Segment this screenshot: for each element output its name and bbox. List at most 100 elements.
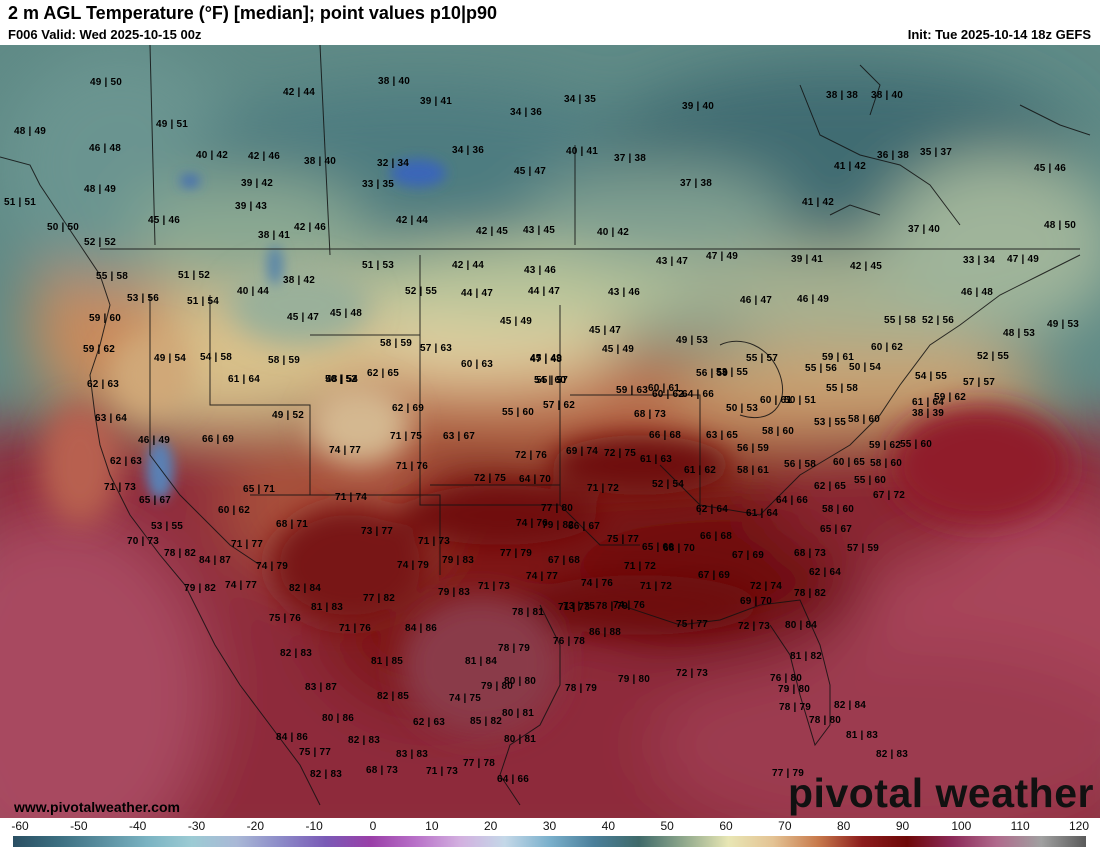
point-value-label: 55 | 57 bbox=[746, 353, 779, 364]
point-value-label: 38 | 41 bbox=[258, 230, 291, 241]
point-value-label: 54 | 55 bbox=[915, 371, 948, 382]
point-value-label: 45 | 49 bbox=[602, 344, 635, 355]
point-value-label: 77 | 80 bbox=[541, 503, 574, 514]
point-value-label: 58 | 60 bbox=[822, 504, 855, 515]
point-value-label: 71 | 73 bbox=[478, 581, 511, 592]
point-value-label: 50 | 52 bbox=[325, 374, 358, 385]
point-value-label: 75 | 77 bbox=[607, 534, 640, 545]
point-value-label: 79 | 83 bbox=[442, 555, 475, 566]
point-value-label: 79 | 82 bbox=[184, 583, 217, 594]
point-value-label: 45 | 47 bbox=[514, 166, 547, 177]
point-value-label: 38 | 40 bbox=[304, 156, 337, 167]
point-value-label: 82 | 83 bbox=[280, 648, 313, 659]
point-value-label: 71 | 73 bbox=[104, 482, 137, 493]
point-value-label: 50 | 53 bbox=[726, 403, 759, 414]
map-title: 2 m AGL Temperature (°F) [median]; point… bbox=[8, 3, 497, 23]
point-value-label: 75 | 77 bbox=[676, 619, 709, 630]
color-scale-tick: -20 bbox=[246, 819, 264, 833]
point-value-label: 60 | 62 bbox=[652, 389, 685, 400]
point-value-label: 72 | 75 bbox=[474, 473, 507, 484]
point-value-label: 60 | 63 bbox=[461, 359, 494, 370]
point-value-label: 49 | 52 bbox=[272, 410, 305, 421]
point-value-label: 71 | 77 bbox=[231, 539, 264, 550]
point-value-label: 77 | 79 bbox=[500, 548, 533, 559]
point-value-label: 84 | 87 bbox=[199, 555, 232, 566]
point-value-label: 36 | 38 bbox=[877, 150, 910, 161]
point-value-label: 44 | 47 bbox=[528, 286, 561, 297]
point-value-label: 50 | 51 bbox=[784, 395, 817, 406]
point-value-label: 74 | 76 bbox=[613, 600, 646, 611]
point-value-label: 40 | 42 bbox=[597, 227, 630, 238]
point-value-label: 77 | 79 bbox=[772, 768, 805, 779]
valid-time: F006 Valid: Wed 2025-10-15 00z bbox=[8, 27, 202, 42]
point-value-label: 61 | 64 bbox=[746, 508, 779, 519]
point-value-label: 48 | 49 bbox=[84, 184, 117, 195]
point-value-label: 65 | 66 bbox=[642, 542, 675, 553]
point-value-label: 39 | 42 bbox=[241, 178, 274, 189]
point-value-label: 48 | 53 bbox=[1003, 328, 1036, 339]
point-value-label: 82 | 83 bbox=[310, 769, 343, 780]
point-value-label: 60 | 61 bbox=[648, 383, 681, 394]
point-value-label: 68 | 73 bbox=[366, 765, 399, 776]
point-value-label: 77 | 78 bbox=[463, 758, 496, 769]
point-value-label: 71 | 72 bbox=[624, 561, 657, 572]
point-value-label: 57 | 57 bbox=[963, 377, 996, 388]
point-value-label: 78 | 79 bbox=[596, 601, 629, 612]
point-value-label: 45 | 46 bbox=[148, 215, 181, 226]
point-value-label: 49 | 54 bbox=[154, 353, 187, 364]
point-value-label: 61 | 64 bbox=[228, 374, 261, 385]
point-value-label: 42 | 46 bbox=[294, 222, 327, 233]
point-value-label: 74 | 77 bbox=[526, 571, 559, 582]
point-value-label: 42 | 45 bbox=[476, 226, 509, 237]
point-value-label: 78 | 79 bbox=[498, 643, 531, 654]
point-value-label: 66 | 69 bbox=[202, 434, 235, 445]
point-value-label: 68 | 73 bbox=[794, 548, 827, 559]
temperature-map[interactable]: 49 | 50 42 | 44 38 | 40 39 | 41 34 | 35 34 | … bbox=[0, 45, 1100, 818]
point-value-label: 55 | 58 bbox=[826, 383, 859, 394]
point-value-label: 67 | 68 bbox=[548, 555, 581, 566]
point-value-label: 51 | 51 bbox=[4, 197, 37, 208]
point-value-label: 55 | 57 bbox=[536, 375, 569, 386]
point-value-label: 81 | 82 bbox=[790, 651, 823, 662]
point-value-label: 57 | 63 bbox=[420, 343, 453, 354]
point-value-label: 78 | 82 bbox=[164, 548, 197, 559]
point-value-label: 49 | 53 bbox=[676, 335, 709, 346]
point-value-label: 42 | 45 bbox=[850, 261, 883, 272]
point-value-label: 45 | 49 bbox=[500, 316, 533, 327]
point-value-label: 53 | 55 bbox=[151, 521, 184, 532]
point-value-label: 34 | 36 bbox=[510, 107, 543, 118]
point-value-label: 82 | 84 bbox=[289, 583, 322, 594]
point-value-label: 84 | 86 bbox=[276, 732, 309, 743]
point-value-label: 81 | 84 bbox=[465, 656, 498, 667]
point-value-label: 62 | 63 bbox=[87, 379, 120, 390]
point-value-label: 80 | 81 bbox=[504, 734, 537, 745]
color-scale-labels: -60 -50 -40 -30 -20 -10 0 10 20 30 40 50 60 70 80 90 100… bbox=[0, 819, 1100, 834]
point-value-label: 84 | 86 bbox=[405, 623, 438, 634]
point-value-label: 74 | 79 bbox=[256, 561, 289, 572]
point-value-label: 85 | 82 bbox=[470, 716, 503, 727]
point-value-label: 81 | 83 bbox=[846, 730, 879, 741]
point-value-label: 45 | 47 bbox=[589, 325, 622, 336]
point-value-label: 74 | 75 bbox=[449, 693, 482, 704]
point-value-label: 48 | 49 bbox=[14, 126, 47, 137]
point-value-label: 72 | 76 bbox=[515, 450, 548, 461]
point-value-label: 48 | 50 bbox=[1044, 220, 1077, 231]
point-value-label: 55 | 56 bbox=[805, 363, 838, 374]
point-value-label: 48 | 54 bbox=[326, 374, 359, 385]
point-value-label: 81 | 85 bbox=[371, 656, 404, 667]
point-value-label: 55 | 58 bbox=[96, 271, 129, 282]
color-scale-tick: -30 bbox=[187, 819, 206, 833]
point-value-label: 59 | 61 bbox=[822, 352, 855, 363]
point-value-label: 37 | 38 bbox=[680, 178, 713, 189]
point-value-label: 39 | 41 bbox=[420, 96, 453, 107]
point-value-label: 52 | 55 bbox=[977, 351, 1010, 362]
point-value-label: 61 | 64 bbox=[912, 397, 945, 408]
point-value-label: 71 | 76 bbox=[396, 461, 429, 472]
color-scale-tick: 120 bbox=[1068, 819, 1090, 833]
site-url[interactable]: www.pivotalweather.com bbox=[14, 799, 180, 815]
point-value-label: 58 | 59 bbox=[268, 355, 301, 366]
point-value-label: 56 | 58 bbox=[784, 459, 817, 470]
point-value-label: 83 | 83 bbox=[396, 749, 429, 760]
point-value-label: 53 | 55 bbox=[814, 417, 847, 428]
point-value-label: 82 | 83 bbox=[876, 749, 909, 760]
